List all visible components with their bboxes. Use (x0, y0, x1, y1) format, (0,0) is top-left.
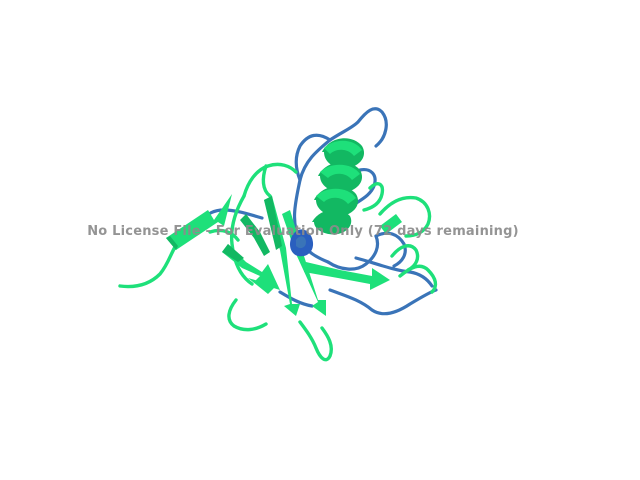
blue-coil-segments (202, 107, 438, 316)
alpha-helix-upper (312, 138, 365, 235)
beta-sheets (166, 194, 402, 316)
license-watermark: No License File - For Evaluation Only (7… (87, 224, 519, 239)
green-coil-segments (118, 162, 438, 362)
blue-core-region (290, 229, 314, 257)
